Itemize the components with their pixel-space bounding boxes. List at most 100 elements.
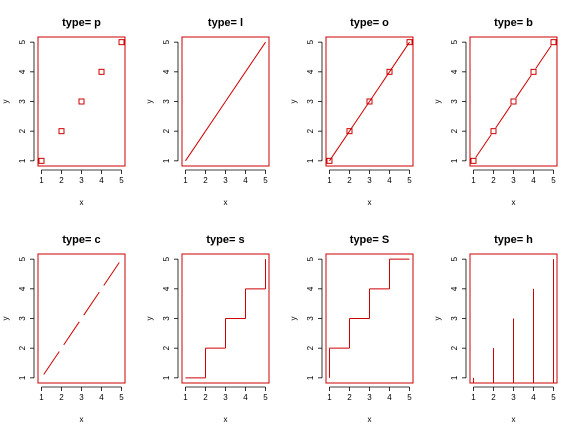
x-tick-label: 1 xyxy=(183,393,188,402)
data-point xyxy=(530,68,537,75)
data-point xyxy=(326,157,333,164)
data-line-segment xyxy=(185,130,206,162)
x-axis-label: x xyxy=(368,198,372,207)
data-point xyxy=(346,128,353,135)
y-tick-label: 3 xyxy=(18,99,27,104)
x-tick-label: 1 xyxy=(327,176,332,185)
plot-box xyxy=(37,36,126,167)
plot-box xyxy=(325,253,414,384)
data-series xyxy=(185,259,267,379)
y-axis-label: y xyxy=(145,317,154,321)
x-tick-label: 4 xyxy=(531,176,536,185)
x-tick-label: 2 xyxy=(59,393,64,402)
data-point xyxy=(366,98,373,105)
data-point xyxy=(118,39,125,46)
x-tick-label: 3 xyxy=(79,393,84,402)
data-point xyxy=(490,128,497,135)
y-tick-label: 1 xyxy=(162,158,171,163)
data-point xyxy=(38,157,45,164)
data-point xyxy=(406,39,413,46)
data-line-segment xyxy=(63,321,80,346)
y-axis: 1 2 3 4 5 y xyxy=(1,256,35,380)
data-line-segment xyxy=(389,41,410,73)
y-tick-label: 1 xyxy=(450,375,459,380)
data-line-segment xyxy=(349,101,370,132)
y-axis: 1 2 3 4 5 y xyxy=(433,256,467,380)
panel-2: type= l 1 2 3 4 5 x 1 2 3 4 5 y xyxy=(145,17,270,207)
data-line-segment xyxy=(43,351,60,375)
x-axis-label: x xyxy=(512,415,516,424)
panel-7: type= S 1 2 3 4 5 x 1 2 3 4 5 y xyxy=(289,234,414,424)
y-axis-label: y xyxy=(289,317,298,321)
panel-title: type= S xyxy=(350,234,389,246)
y-tick-label: 5 xyxy=(450,39,459,44)
x-tick-label: 5 xyxy=(263,176,268,185)
y-tick-label: 5 xyxy=(306,256,315,261)
x-tick-label: 5 xyxy=(119,176,124,185)
y-axis: 1 2 3 4 5 y xyxy=(289,256,323,380)
data-series xyxy=(328,258,410,378)
panel-title: type= p xyxy=(62,17,101,29)
panel-3: type= o 1 2 3 4 5 x 1 2 3 4 5 y xyxy=(289,17,414,207)
x-tick-label: 1 xyxy=(183,176,188,185)
data-line-segment xyxy=(103,262,120,286)
y-axis: 1 2 3 4 5 y xyxy=(1,39,35,163)
y-tick-label: 1 xyxy=(162,375,171,380)
y-tick-label: 1 xyxy=(306,158,315,163)
y-axis-label: y xyxy=(1,100,10,104)
data-line-segment xyxy=(475,134,492,158)
x-tick-label: 5 xyxy=(551,176,556,185)
x-tick-label: 5 xyxy=(407,176,412,185)
x-tick-label: 2 xyxy=(491,176,496,185)
plot-box xyxy=(181,36,270,167)
y-tick-label: 5 xyxy=(162,39,171,44)
y-tick-label: 3 xyxy=(450,99,459,104)
panel-title: type= o xyxy=(350,17,389,29)
panel-6: type= s 1 2 3 4 5 x 1 2 3 4 5 y xyxy=(145,234,270,424)
x-tick-label: 5 xyxy=(263,393,268,402)
y-tick-label: 3 xyxy=(162,99,171,104)
y-tick-label: 3 xyxy=(306,316,315,321)
x-tick-label: 4 xyxy=(243,393,248,402)
y-tick-label: 1 xyxy=(18,375,27,380)
x-axis-label: x xyxy=(224,415,228,424)
x-axis: 1 2 3 4 5 x xyxy=(183,386,268,424)
panel-title: type= s xyxy=(206,234,244,246)
data-series xyxy=(326,39,413,164)
panel-1: type= p 1 2 3 4 5 x 1 2 3 4 5 y xyxy=(1,17,126,207)
panel-title: type= c xyxy=(62,234,100,246)
x-axis: 1 2 3 4 5 x xyxy=(183,169,268,207)
x-tick-label: 4 xyxy=(99,176,104,185)
x-tick-label: 1 xyxy=(39,393,44,402)
y-tick-label: 4 xyxy=(18,69,27,74)
y-axis-label: y xyxy=(145,100,154,104)
y-tick-label: 2 xyxy=(306,128,315,133)
data-line-segment xyxy=(369,71,390,102)
x-axis-label: x xyxy=(512,198,516,207)
y-tick-label: 4 xyxy=(162,286,171,291)
y-tick-label: 5 xyxy=(18,256,27,261)
x-tick-label: 3 xyxy=(79,176,84,185)
y-axis: 1 2 3 4 5 y xyxy=(433,39,467,163)
data-series xyxy=(472,259,555,383)
y-tick-label: 5 xyxy=(450,256,459,261)
data-line-segment xyxy=(329,130,350,162)
data-line-segment xyxy=(205,101,226,132)
y-tick-label: 3 xyxy=(306,99,315,104)
y-axis: 1 2 3 4 5 y xyxy=(289,39,323,163)
panel-title: type= b xyxy=(494,17,533,29)
x-tick-label: 3 xyxy=(223,176,228,185)
data-line-segment xyxy=(535,45,552,69)
y-tick-label: 1 xyxy=(450,158,459,163)
data-series xyxy=(38,39,125,164)
y-tick-label: 4 xyxy=(18,286,27,291)
y-tick-label: 3 xyxy=(162,316,171,321)
plot-box xyxy=(37,253,126,384)
x-tick-label: 3 xyxy=(223,393,228,402)
x-axis-label: x xyxy=(368,415,372,424)
y-tick-label: 4 xyxy=(162,69,171,74)
plot-box xyxy=(469,36,558,167)
panel-title: type= h xyxy=(494,234,533,246)
data-point xyxy=(470,157,477,164)
